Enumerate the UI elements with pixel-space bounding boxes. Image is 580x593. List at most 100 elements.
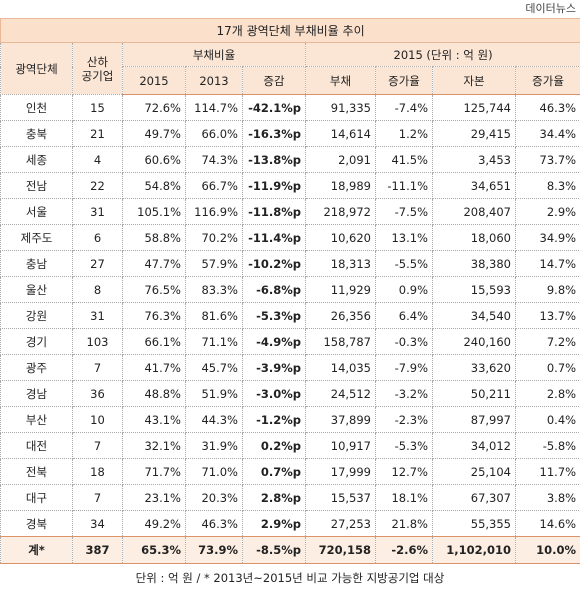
data-cell: 37,899 <box>306 407 376 433</box>
data-cell: -11.8%p <box>243 199 306 225</box>
table: 17개 광역단체 부채비율 추이 광역단체 산하 공기업 부채비율 2015 (… <box>0 18 580 564</box>
header-cell: 부채 <box>306 67 376 95</box>
data-cell: 22 <box>73 173 123 199</box>
data-cell: 105.1% <box>123 199 186 225</box>
data-cell: 2.8% <box>516 381 580 407</box>
region-cell: 충남 <box>1 251 73 277</box>
data-cell: 2.8%p <box>243 485 306 511</box>
source: 데이터뉴스 <box>0 0 580 18</box>
data-cell: 25,104 <box>433 459 516 485</box>
data-cell: 49.2% <box>123 511 186 537</box>
data-cell: 45.7% <box>186 355 243 381</box>
data-cell: 0.9% <box>376 277 433 303</box>
data-cell: 13.1% <box>376 225 433 251</box>
header-cell: 증가율 <box>516 67 580 95</box>
data-cell: 8.3% <box>516 173 580 199</box>
region-cell: 세종 <box>1 147 73 173</box>
data-cell: 31 <box>73 303 123 329</box>
data-cell: -5.3% <box>376 433 433 459</box>
region-cell: 전남 <box>1 173 73 199</box>
footnote: 단위 : 억 원 / * 2013년~2015년 비교 가능한 지방공기업 대상 <box>0 564 580 593</box>
data-cell: 47.7% <box>123 251 186 277</box>
data-cell: -2.3% <box>376 407 433 433</box>
data-cell: 36 <box>73 381 123 407</box>
data-cell: 11,929 <box>306 277 376 303</box>
data-cell: 15,593 <box>433 277 516 303</box>
data-cell: 33,620 <box>433 355 516 381</box>
data-cell: 18,313 <box>306 251 376 277</box>
data-cell: 23.1% <box>123 485 186 511</box>
header-cell: 2013 <box>186 67 243 95</box>
data-cell: 116.9% <box>186 199 243 225</box>
data-cell: 57.9% <box>186 251 243 277</box>
data-cell: 66.1% <box>123 329 186 355</box>
data-cell: 41.5% <box>376 147 433 173</box>
data-cell: 4 <box>73 147 123 173</box>
data-cell: 73.7% <box>516 147 580 173</box>
data-cell: 60.6% <box>123 147 186 173</box>
data-cell: 14,035 <box>306 355 376 381</box>
data-cell: 20.3% <box>186 485 243 511</box>
data-cell: 46.3% <box>186 511 243 537</box>
data-cell: 66.0% <box>186 121 243 147</box>
data-cell: -11.1% <box>376 173 433 199</box>
header-cell: 증감 <box>243 67 306 95</box>
data-cell: 6.4% <box>376 303 433 329</box>
data-cell: 0.7%p <box>243 459 306 485</box>
header-cell: 산하 공기업 <box>73 43 123 95</box>
table-title: 17개 광역단체 부채비율 추이 <box>1 19 580 43</box>
data-cell: 27,253 <box>306 511 376 537</box>
header-cell: 자본 <box>433 67 516 95</box>
region-cell: 충북 <box>1 121 73 147</box>
data-cell: -4.9%p <box>243 329 306 355</box>
data-cell: 13.7% <box>516 303 580 329</box>
data-cell: 34.9% <box>516 225 580 251</box>
data-cell: 66.7% <box>186 173 243 199</box>
data-cell: 240,160 <box>433 329 516 355</box>
data-cell: -3.2% <box>376 381 433 407</box>
data-cell: -11.9%p <box>243 173 306 199</box>
data-cell: 7 <box>73 433 123 459</box>
region-cell: 전북 <box>1 459 73 485</box>
header-cell: 광역단체 <box>1 43 73 95</box>
data-cell: 31.9% <box>186 433 243 459</box>
data-cell: 83.3% <box>186 277 243 303</box>
data-cell: 18.1% <box>376 485 433 511</box>
data-cell: 1.2% <box>376 121 433 147</box>
data-cell: 38,380 <box>433 251 516 277</box>
data-cell: 54.8% <box>123 173 186 199</box>
region-cell: 경기 <box>1 329 73 355</box>
data-cell: 34,540 <box>433 303 516 329</box>
data-cell: 91,335 <box>306 95 376 121</box>
data-cell: 71.0% <box>186 459 243 485</box>
data-cell: 103 <box>73 329 123 355</box>
data-cell: 6 <box>73 225 123 251</box>
data-cell: 125,744 <box>433 95 516 121</box>
data-cell: 7.2% <box>516 329 580 355</box>
data-cell: -1.2%p <box>243 407 306 433</box>
data-cell: 3.8% <box>516 485 580 511</box>
data-cell: 43.1% <box>123 407 186 433</box>
region-cell: 인천 <box>1 95 73 121</box>
data-cell: 72.6% <box>123 95 186 121</box>
data-cell: 15,537 <box>306 485 376 511</box>
region-cell: 울산 <box>1 277 73 303</box>
region-cell: 제주도 <box>1 225 73 251</box>
data-cell: 18 <box>73 459 123 485</box>
data-cell: 48.8% <box>123 381 186 407</box>
data-cell: -5.8% <box>516 433 580 459</box>
data-cell: 14.7% <box>516 251 580 277</box>
data-cell: 18,060 <box>433 225 516 251</box>
data-cell: 18,989 <box>306 173 376 199</box>
